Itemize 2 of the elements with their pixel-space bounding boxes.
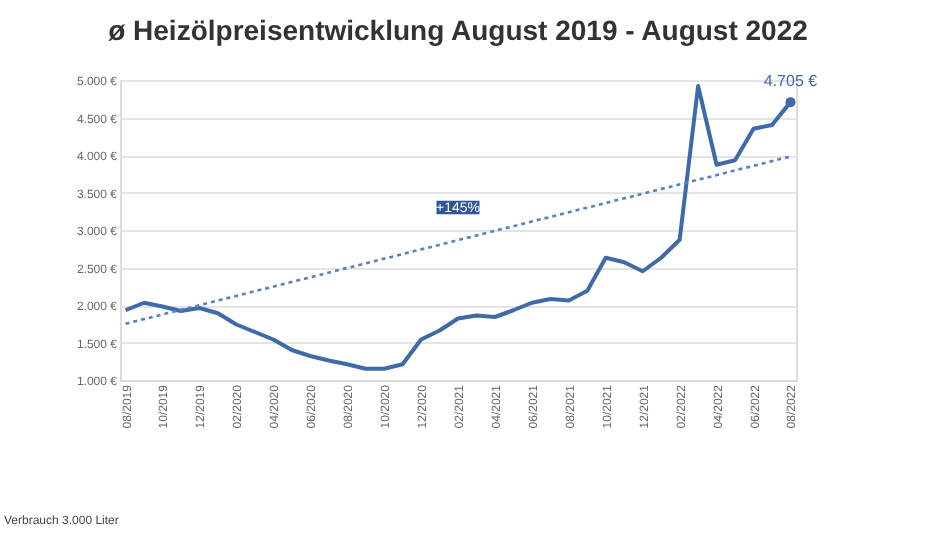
chart-title: ø Heizölpreisentwicklung August 2019 - August 2022 bbox=[108, 14, 809, 46]
annotation: 4.705 € bbox=[763, 72, 819, 91]
